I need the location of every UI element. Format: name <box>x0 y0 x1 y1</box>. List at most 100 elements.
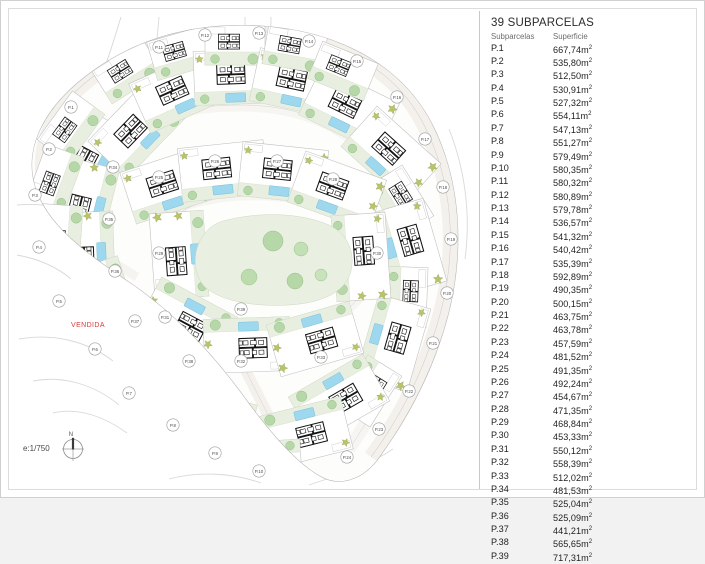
room <box>282 70 288 75</box>
area-unit-exponent: 2 <box>589 406 592 412</box>
parcel-area: 717,31m2 <box>553 551 592 564</box>
driveway <box>282 470 300 478</box>
plot-number-marker: P.28 <box>327 173 339 185</box>
room <box>315 425 321 430</box>
marker-label: P.2 <box>46 147 53 152</box>
parcel-id: P.16 <box>491 243 553 256</box>
marker-label: P.20 <box>443 291 452 296</box>
star-tree-icon <box>266 456 277 467</box>
parcel-area: 468,84m2 <box>553 417 592 430</box>
area-unit-exponent: 2 <box>589 432 592 438</box>
room <box>366 247 370 251</box>
marker-label: P.4 <box>36 245 43 250</box>
building-block <box>198 422 213 435</box>
room <box>281 46 285 50</box>
room <box>280 80 286 85</box>
building-block <box>277 463 288 471</box>
room <box>226 161 230 165</box>
parcel-id: P.14 <box>491 216 553 229</box>
marker-label: P.19 <box>447 237 456 242</box>
area-unit-exponent: 2 <box>589 513 592 519</box>
area-unit-exponent: 2 <box>589 285 592 291</box>
area-unit-exponent: 2 <box>589 312 592 318</box>
room <box>387 346 392 350</box>
room <box>227 67 231 71</box>
room <box>212 418 219 423</box>
plot-number-marker: P.9 <box>209 447 221 459</box>
room <box>227 37 230 40</box>
marker-label: P.38 <box>185 359 194 364</box>
parcel-id: P.21 <box>491 310 553 323</box>
parcel-area: 441,21m2 <box>553 524 592 537</box>
building-block <box>69 291 78 302</box>
building-block <box>112 352 128 368</box>
area-unit-exponent: 2 <box>589 352 592 358</box>
room <box>296 430 300 435</box>
marker-label: P.36 <box>111 269 120 274</box>
room <box>296 73 302 78</box>
plot-geometry <box>240 439 303 483</box>
area-unit-exponent: 2 <box>589 245 592 251</box>
room <box>367 260 371 264</box>
marker-label: P.15 <box>353 59 362 64</box>
plot-number-marker: P.22 <box>403 385 415 397</box>
parcel-area: 551,27m2 <box>553 136 592 149</box>
parcel-id: P.13 <box>491 203 553 216</box>
room <box>78 267 82 272</box>
room <box>233 44 237 47</box>
parcel-id: P.10 <box>491 163 553 176</box>
parcel-id: P.22 <box>491 323 553 336</box>
room <box>170 267 174 272</box>
parcel-id: P.28 <box>491 404 553 417</box>
room <box>87 258 91 264</box>
room <box>214 171 220 176</box>
building-block <box>279 456 288 463</box>
area-unit-exponent: 2 <box>589 85 592 91</box>
marker-label: P.7 <box>126 391 133 396</box>
room <box>164 397 171 404</box>
room <box>150 400 155 405</box>
room <box>81 299 85 304</box>
room <box>206 172 211 177</box>
room <box>109 315 114 321</box>
round-tree-icon <box>210 320 221 331</box>
room <box>115 355 120 360</box>
swimming-pool <box>161 377 183 395</box>
room <box>126 370 132 376</box>
room <box>289 72 294 77</box>
parcel-id: P.7 <box>491 123 553 136</box>
villa-footprint <box>403 280 419 302</box>
room <box>415 248 420 252</box>
room <box>301 84 305 89</box>
marker-label: P.39 <box>237 307 246 312</box>
parcel-area: 481,52m2 <box>553 350 592 363</box>
panel-divider <box>479 11 480 489</box>
room <box>357 256 361 261</box>
room <box>75 306 79 310</box>
room <box>356 248 360 254</box>
area-unit-exponent: 2 <box>589 366 592 372</box>
room <box>74 196 79 200</box>
star-tree-icon <box>166 405 176 415</box>
parcel-area: 667,74m2 <box>553 43 592 56</box>
room <box>82 305 86 309</box>
marker-label: P.29 <box>155 251 164 256</box>
scale-label: e:1/750 <box>23 444 50 453</box>
marker-label: P.33 <box>317 355 326 360</box>
plot-number-marker: P.10 <box>253 465 265 477</box>
room <box>84 197 89 201</box>
parcel-id: P.33 <box>491 471 553 484</box>
marker-label: P.24 <box>343 455 352 460</box>
room <box>129 357 136 364</box>
plot <box>110 353 212 445</box>
room <box>405 283 408 287</box>
room <box>166 410 172 416</box>
